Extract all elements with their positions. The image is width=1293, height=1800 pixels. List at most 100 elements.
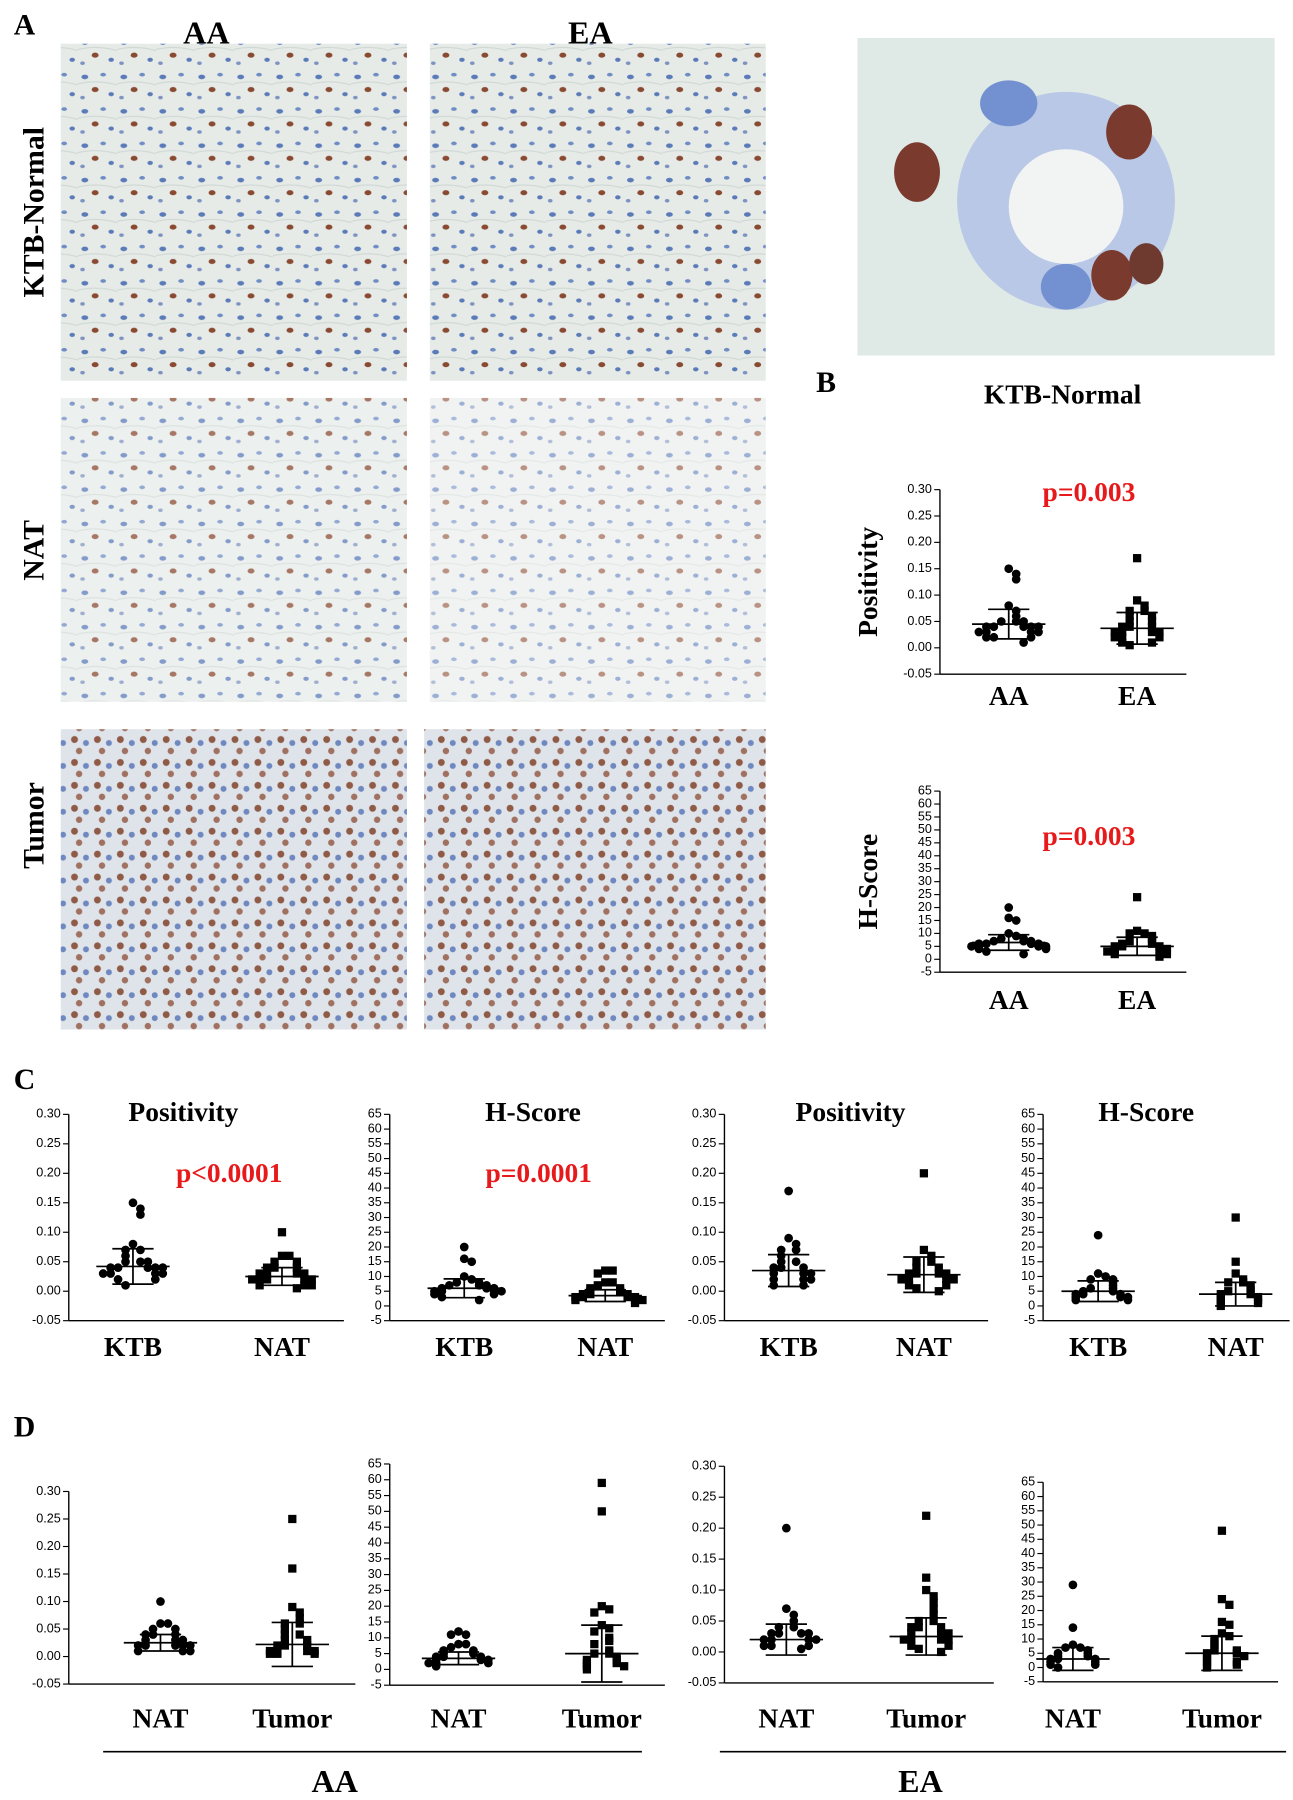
data-point: [944, 1635, 953, 1644]
y-tick-label: 15: [918, 913, 932, 927]
data-point: [121, 1280, 130, 1290]
data-point: [593, 1281, 602, 1290]
data-point: [784, 1186, 793, 1196]
data-point: [430, 1289, 439, 1299]
y-tick-label: 0: [375, 1298, 382, 1312]
data-point: [623, 1292, 632, 1302]
data-point: [769, 1280, 779, 1290]
data-point: [989, 936, 999, 946]
data-point: [1231, 1213, 1240, 1222]
data-point: [270, 1257, 279, 1266]
data-point: [605, 1605, 614, 1614]
y-tick-label: 0.00: [907, 640, 932, 654]
y-tick-label: 5: [1028, 1284, 1035, 1298]
y-tick-label: 25: [368, 1225, 382, 1239]
y-tick-label: 0.10: [907, 587, 932, 601]
group-label: AA: [312, 1763, 358, 1799]
data-point: [1155, 952, 1164, 961]
y-tick-label: 35: [1021, 1195, 1035, 1209]
data-point: [1118, 638, 1127, 647]
y-tick-label: 0: [375, 1662, 382, 1676]
data-point: [806, 1275, 816, 1284]
data-point: [178, 1646, 188, 1656]
column-label: EA: [568, 15, 613, 51]
y-tick-label: 0.30: [36, 1484, 61, 1498]
data-point: [1231, 1257, 1240, 1266]
data-point: [303, 1635, 312, 1645]
micrograph: [60, 43, 407, 381]
data-point: [922, 1573, 931, 1582]
y-tick-label: 5: [375, 1646, 382, 1660]
y-tick-label: 40: [368, 1535, 382, 1549]
data-point: [156, 1597, 165, 1606]
y-tick-label: 0.25: [692, 1136, 717, 1150]
chart-title: H-Score: [485, 1096, 581, 1127]
data-point: [1116, 1292, 1125, 1302]
y-tick-label: 45: [368, 1520, 382, 1534]
y-tick-label: 55: [368, 1136, 382, 1150]
row-label: KTB-Normal: [18, 127, 51, 298]
micrograph: [429, 397, 766, 702]
data-point: [1093, 1269, 1103, 1278]
x-tick-label: AA: [989, 984, 1029, 1015]
data-point: [277, 1251, 287, 1260]
data-point: [1090, 1660, 1100, 1670]
error-bar: [1052, 1646, 1094, 1672]
error-bar: [112, 1247, 154, 1285]
error-bar: [271, 1621, 313, 1668]
panel-label: C: [14, 1063, 36, 1096]
data-point: [1224, 1287, 1233, 1296]
data-point: [912, 1284, 921, 1293]
data-point: [280, 1619, 289, 1628]
data-point: [1210, 1646, 1219, 1655]
data-point: [982, 939, 991, 949]
data-point: [255, 1281, 264, 1290]
y-tick-label: 40: [1021, 1546, 1035, 1560]
data-point: [1093, 1230, 1103, 1240]
y-tick-label: 0.20: [692, 1520, 717, 1534]
data-point: [1110, 627, 1119, 637]
group-label: EA: [898, 1763, 943, 1799]
data-point: [1225, 1600, 1234, 1609]
y-tick-label: 65: [1021, 1475, 1035, 1489]
data-point: [136, 1210, 145, 1219]
data-point: [1019, 638, 1028, 647]
error-bar: [1215, 1281, 1257, 1307]
data-point: [295, 1630, 304, 1639]
error-bar: [903, 1256, 945, 1294]
data-point: [616, 1287, 625, 1296]
data-point: [571, 1295, 580, 1305]
data-point: [929, 1604, 938, 1613]
y-tick-label: 0.15: [36, 1566, 61, 1580]
panel-label: D: [14, 1410, 36, 1443]
error-bar: [988, 608, 1030, 640]
data-point: [927, 1251, 936, 1260]
y-tick-label: 25: [918, 887, 932, 901]
data-point: [759, 1641, 769, 1651]
y-tick-label: 30: [918, 874, 932, 888]
y-tick-label: 50: [918, 822, 932, 836]
data-point: [929, 1616, 938, 1626]
y-tick-label: 0.05: [36, 1621, 61, 1635]
data-point: [1217, 1595, 1227, 1604]
data-point: [630, 1298, 640, 1308]
y-tick-label: 20: [918, 900, 932, 914]
data-point: [638, 1295, 647, 1305]
data-point: [277, 1228, 287, 1237]
data-point: [799, 1280, 808, 1290]
data-point: [1147, 622, 1157, 631]
data-point: [310, 1649, 319, 1658]
data-point: [582, 1665, 592, 1674]
data-point: [1011, 916, 1021, 925]
dot-plot: -0.05 0.00 0.05 0.10 0.15 0.20 0.25 0.30 NAT Tumo…: [688, 1459, 994, 1734]
x-tick-label: Tumor: [252, 1703, 332, 1734]
data-point: [912, 1257, 921, 1266]
error-bar: [988, 933, 1030, 952]
y-tick-label: 45: [918, 835, 932, 849]
y-tick-label: -5: [921, 965, 932, 979]
data-point: [620, 1662, 629, 1671]
data-point: [608, 1278, 617, 1287]
y-tick-label: -0.05: [688, 1675, 717, 1689]
